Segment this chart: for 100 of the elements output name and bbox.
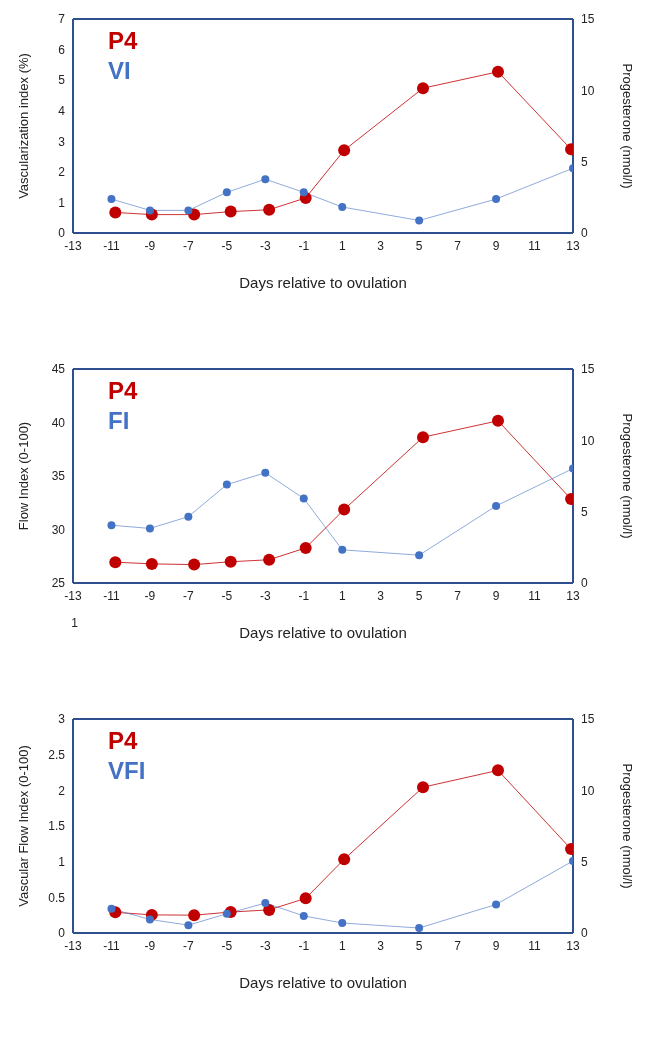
point [263,203,276,216]
point [492,65,504,78]
x-tick-label: 3 [377,238,385,253]
point [261,468,270,477]
point [338,545,347,554]
x-axis-title: Days relative to ovulation [239,624,407,641]
point [263,903,276,916]
point [222,188,231,197]
point [109,206,122,219]
x-tick-label: 5 [415,588,423,603]
x-tick-label: -11 [103,588,121,603]
point [261,175,270,184]
y-tick-label: 1 [58,854,66,869]
y-axis-title: Vascular Flow Index (0-100) [15,745,31,907]
text: FI [108,406,131,436]
y2-tick-label: 15 [581,12,595,27]
y-tick-label: 0 [58,226,66,241]
x-tick-label: 7 [454,238,462,253]
text: P4 [108,376,138,406]
x-axis-title: Days relative to ovulation [239,974,407,991]
point [188,909,201,922]
y-tick-label: 35 [51,469,66,484]
point [492,764,504,777]
y2-tick-label: 0 [581,226,588,241]
y2-tick-label: 0 [581,926,588,941]
text: VI [108,56,132,86]
y2-tick-label: 10 [581,783,595,798]
x-tick-label: 11 [528,588,542,603]
point [145,557,158,570]
point [299,892,312,905]
point [107,195,116,204]
y2-tick-label: 5 [581,154,588,169]
x-tick-label: 9 [492,938,500,953]
text: 1 [70,616,78,630]
x-tick-label: -13 [64,588,82,603]
point [184,206,193,215]
x-tick-label: 3 [377,938,385,953]
y-tick-label: 3 [58,134,66,149]
point [184,921,193,930]
point [415,551,424,560]
y-tick-label: 0 [58,926,66,941]
x-tick-label: -7 [183,938,195,953]
x-tick-label: -7 [183,238,195,253]
point [338,919,347,928]
y2-tick-label: 15 [581,362,595,377]
y2-axis-title: Progesterone (nmol/l) [620,63,636,189]
y-tick-label: 6 [58,42,66,57]
x-tick-label: -5 [221,238,233,253]
x-tick-label: -1 [298,938,310,953]
x-tick-label: 3 [377,588,385,603]
point [145,915,154,924]
x-tick-label: -3 [259,588,271,603]
point [492,195,501,204]
y-tick-label: 40 [51,415,66,430]
point [299,188,308,197]
x-tick-label: -7 [183,588,195,603]
y-axis-title: Flow Index (0-100) [15,421,31,531]
y-tick-label: 45 [51,362,66,377]
point [338,144,351,157]
point [263,553,276,566]
point [417,82,429,95]
point [492,900,501,909]
x-tick-label: -3 [259,938,271,953]
y-tick-label: 0.5 [48,890,66,905]
y2-axis-title: Progesterone (nmol/l) [620,763,636,889]
x-tick-label: 9 [492,238,500,253]
y-axis-title: Vascularization index (%) [15,53,31,199]
point [415,924,424,933]
point [417,431,429,444]
y-tick-label: 7 [58,12,66,27]
y-tick-label: 2 [58,783,66,798]
y2-tick-label: 10 [581,83,595,98]
x-tick-label: -13 [64,938,82,953]
x-tick-label: 5 [415,938,423,953]
x-tick-label: -3 [259,238,271,253]
point [109,556,122,569]
x-tick-label: -9 [144,588,156,603]
y-tick-label: 1.5 [48,819,66,834]
y-tick-label: 1 [58,195,66,210]
y-tick-label: 3 [58,712,66,727]
y-tick-label: 25 [51,576,66,591]
point [492,501,501,510]
point [417,781,429,794]
x-tick-label: -9 [144,238,156,253]
x-tick-label: 1 [338,938,346,953]
x-tick-label: 1 [338,238,346,253]
y-tick-label: 4 [58,103,66,118]
point [299,541,312,554]
x-tick-label: 5 [415,238,423,253]
point [222,909,231,918]
y2-tick-label: 15 [581,712,595,727]
x-tick-label: -13 [64,238,82,253]
point [145,206,154,215]
point [415,216,424,225]
x-tick-label: -9 [144,938,156,953]
point [224,205,237,218]
x-tick-label: 11 [528,238,542,253]
point [261,899,270,908]
text: VFI [108,756,146,786]
x-tick-label: -1 [298,238,310,253]
